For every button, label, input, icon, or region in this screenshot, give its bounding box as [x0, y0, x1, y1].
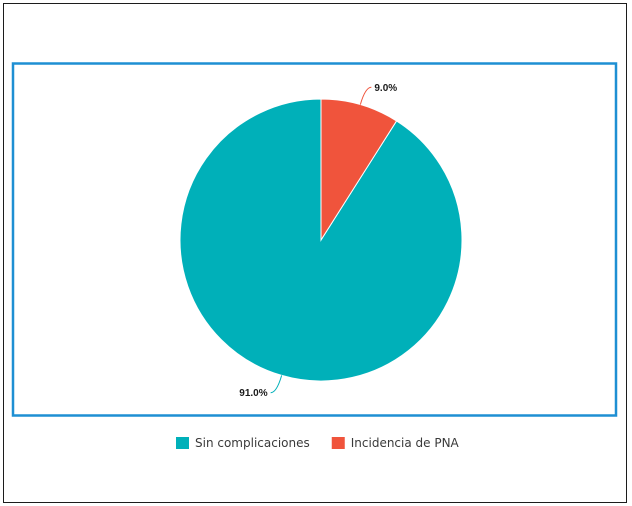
slice-labels: 91.0% 9.0% [239, 83, 397, 399]
pie-slices [179, 98, 463, 382]
legend-swatch-2 [331, 437, 345, 449]
legend[interactable]: Sin complicaciones Incidencia de PNA [176, 436, 460, 450]
label-leader-line-1 [270, 375, 283, 394]
label-leader-line-2 [359, 86, 372, 105]
legend-label-2: Incidencia de PNA [351, 436, 460, 450]
legend-item-1[interactable]: Sin complicaciones [176, 436, 310, 450]
chart-plot-frame [11, 62, 618, 417]
pie-slice-2[interactable] [320, 98, 398, 242]
slice-label-2: 9.0% [374, 83, 397, 94]
slice-label-1: 91.0% [239, 388, 267, 399]
page-frame [3, 3, 627, 503]
legend-label-1: Sin complicaciones [195, 436, 310, 450]
legend-item-2[interactable]: Incidencia de PNA [331, 436, 460, 450]
legend-swatch-1 [176, 437, 189, 449]
